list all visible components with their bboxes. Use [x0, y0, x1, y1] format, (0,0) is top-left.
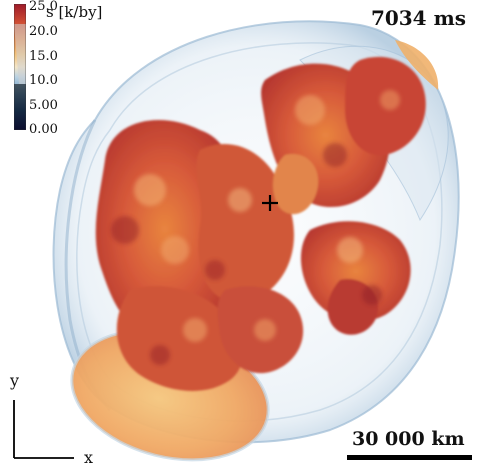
colorbar-title: s [k/by] [46, 3, 103, 21]
colorbar [14, 4, 26, 130]
axis-label-y: y [10, 371, 20, 390]
axes-indicator [13, 400, 74, 459]
colorbar-tick-0: 0.00 [29, 122, 58, 137]
colorbar-tick-15: 15.0 [29, 49, 58, 64]
shock-shell-inner [76, 42, 443, 422]
plume-shadows [111, 143, 382, 365]
colorbar-tick-25: 25.0 [29, 0, 58, 14]
colorbar-tick-20: 20.0 [29, 24, 58, 39]
axis-label-x: x [84, 448, 94, 467]
colorbar-tick-5: 5.00 [29, 98, 58, 113]
scale-label: 30 000 km [352, 428, 465, 450]
time-label: 7034 ms [370, 6, 466, 30]
center-marker [262, 195, 278, 211]
colorbar-tick-10: 10.0 [29, 73, 58, 88]
top-right-cap [395, 40, 439, 90]
plume-highlights [134, 90, 400, 342]
scale-bar [347, 455, 472, 460]
